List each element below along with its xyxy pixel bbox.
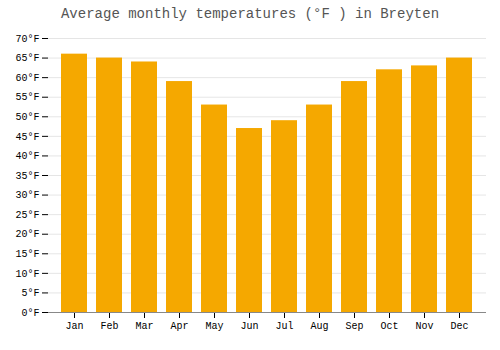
svg-text:Oct: Oct [380,321,398,332]
svg-text:30°F: 30°F [15,190,39,201]
svg-text:Jan: Jan [65,321,83,332]
svg-text:10°F: 10°F [15,269,39,280]
svg-text:0°F: 0°F [21,308,39,319]
svg-text:60°F: 60°F [15,73,39,84]
svg-text:65°F: 65°F [15,53,39,64]
svg-text:70°F: 70°F [15,34,39,45]
svg-text:35°F: 35°F [15,171,39,182]
svg-text:25°F: 25°F [15,210,39,221]
svg-text:Nov: Nov [415,321,433,332]
svg-text:20°F: 20°F [15,229,39,240]
svg-text:15°F: 15°F [15,249,39,260]
svg-text:Dec: Dec [450,321,468,332]
svg-text:Sep: Sep [345,321,363,332]
svg-text:Mar: Mar [135,321,153,332]
svg-text:45°F: 45°F [15,132,39,143]
svg-text:55°F: 55°F [15,92,39,103]
svg-text:Aug: Aug [310,321,328,332]
svg-text:5°F: 5°F [21,288,39,299]
svg-text:Jun: Jun [240,321,258,332]
html-text:Average monthly temperatures (: Average monthly temperatures (°F ) in Br… [61,6,439,22]
svg-text:50°F: 50°F [15,112,39,123]
svg-text:Feb: Feb [100,321,118,332]
svg-text:Apr: Apr [170,321,188,332]
svg-text:May: May [205,321,223,332]
svg-text:40°F: 40°F [15,151,39,162]
svg-text:Jul: Jul [275,321,293,332]
